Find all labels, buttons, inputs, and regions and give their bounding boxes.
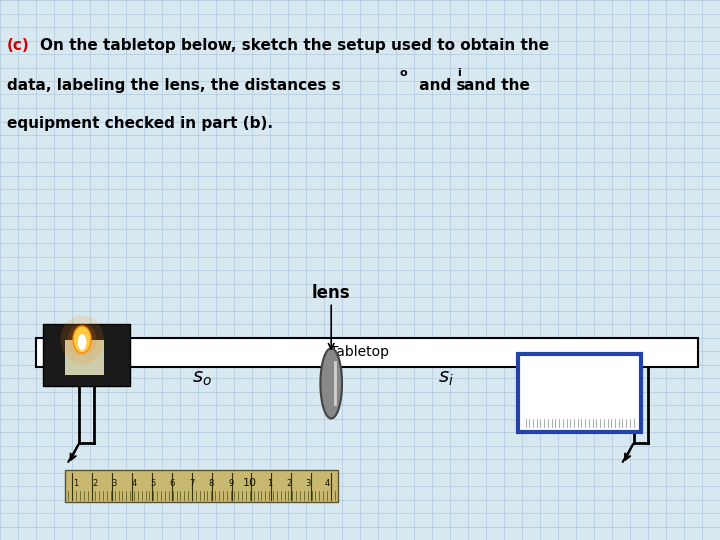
Text: i: i — [457, 68, 461, 78]
Text: 1: 1 — [73, 479, 78, 488]
Text: (c): (c) — [7, 38, 30, 53]
Text: data, labeling the lens, the distances s: data, labeling the lens, the distances s — [7, 78, 341, 93]
Text: On the tabletop below, sketch the setup used to obtain the: On the tabletop below, sketch the setup … — [40, 38, 549, 53]
Text: 4: 4 — [325, 479, 330, 488]
Ellipse shape — [78, 334, 86, 350]
Text: 5: 5 — [150, 479, 156, 488]
Text: 3: 3 — [112, 479, 117, 488]
Text: 8: 8 — [209, 479, 214, 488]
Text: 10: 10 — [243, 478, 257, 488]
Text: 9: 9 — [228, 479, 233, 488]
Text: 3: 3 — [305, 479, 311, 488]
Bar — [36, 338, 698, 367]
Text: and the: and the — [464, 78, 530, 93]
Ellipse shape — [68, 323, 96, 356]
Ellipse shape — [60, 315, 104, 364]
Bar — [518, 354, 641, 432]
Text: $s_i$: $s_i$ — [438, 368, 454, 388]
Text: lens: lens — [312, 285, 351, 302]
Text: 2: 2 — [92, 479, 98, 488]
Ellipse shape — [75, 332, 89, 348]
Text: 1: 1 — [267, 479, 272, 488]
Bar — [65, 340, 104, 375]
Text: $s_o$: $s_o$ — [192, 368, 212, 388]
Text: 7: 7 — [189, 479, 194, 488]
Text: 2: 2 — [287, 479, 292, 488]
Text: o: o — [400, 68, 408, 78]
Text: Tabletop: Tabletop — [330, 346, 390, 359]
Text: and s: and s — [414, 78, 466, 93]
Polygon shape — [320, 348, 342, 418]
Text: 6: 6 — [170, 479, 175, 488]
Text: equipment checked in part (b).: equipment checked in part (b). — [7, 116, 273, 131]
Text: 4: 4 — [131, 479, 136, 488]
Ellipse shape — [73, 326, 91, 353]
Bar — [65, 470, 338, 502]
Bar — [43, 324, 130, 386]
